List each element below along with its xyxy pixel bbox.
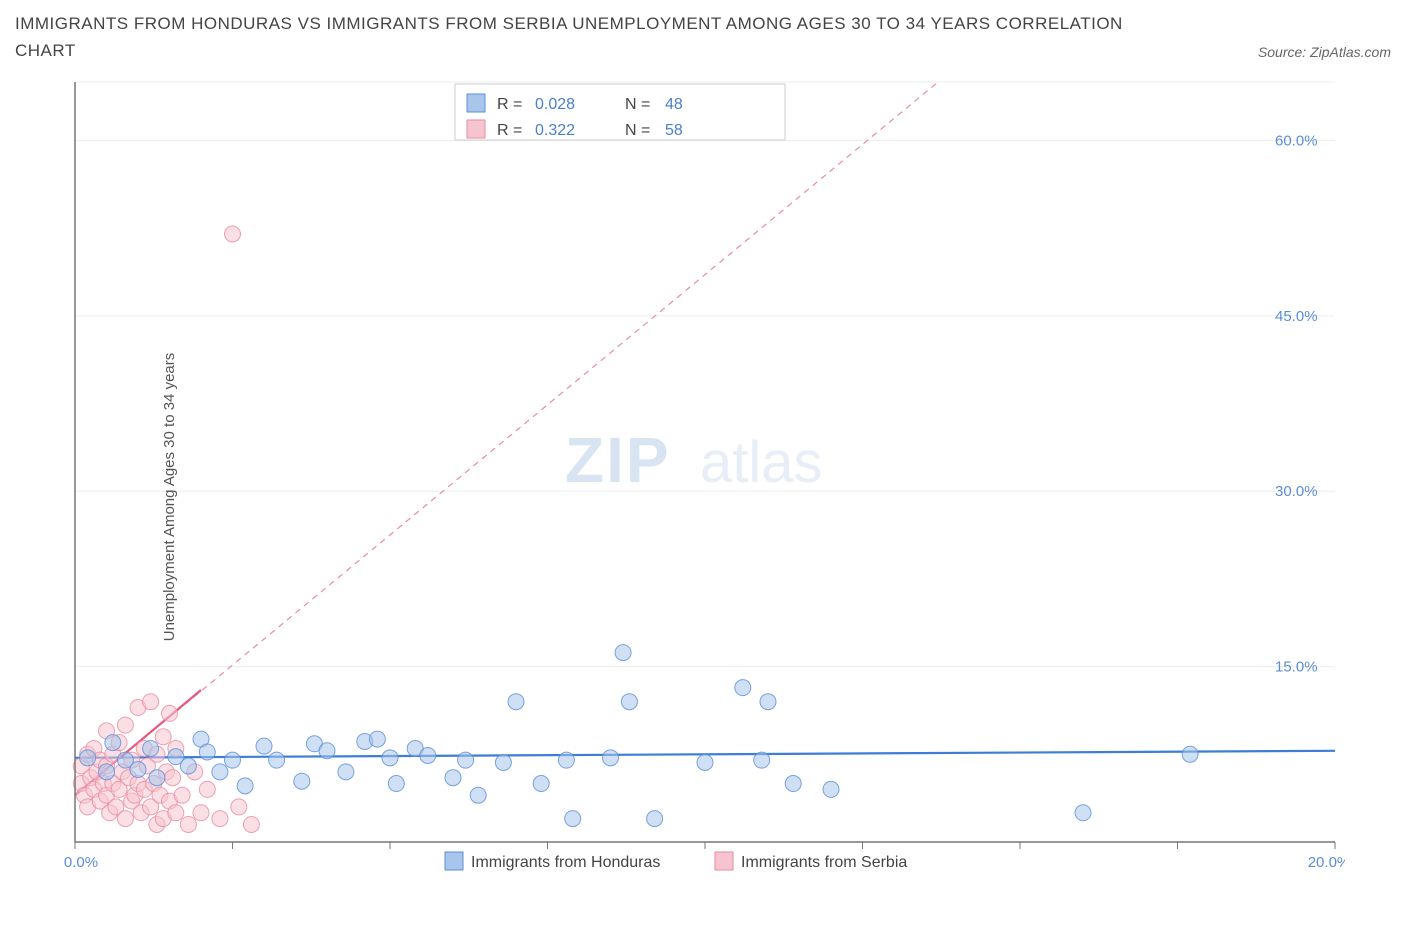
svg-text:30.0%: 30.0% bbox=[1275, 484, 1318, 501]
svg-text:15.0%: 15.0% bbox=[1275, 659, 1318, 676]
chart-container: Unemployment Among Ages 30 to 34 years 1… bbox=[15, 72, 1391, 922]
svg-text:Immigrants from Honduras: Immigrants from Honduras bbox=[471, 854, 660, 871]
svg-text:0.0%: 0.0% bbox=[64, 854, 98, 871]
svg-text:20.0%: 20.0% bbox=[1308, 854, 1345, 871]
svg-text:N =: N = bbox=[625, 96, 650, 113]
svg-text:48: 48 bbox=[665, 96, 683, 113]
scatter-chart: 15.0% 30.0% 45.0% 60.0% ZIP atlas 0.0% 20.0% R =… bbox=[15, 72, 1345, 922]
svg-text:Immigrants from Serbia: Immigrants from Serbia bbox=[741, 854, 907, 871]
svg-text:45.0%: 45.0% bbox=[1275, 308, 1318, 325]
svg-text:60.0%: 60.0% bbox=[1275, 133, 1318, 150]
svg-text:atlas: atlas bbox=[700, 430, 823, 495]
svg-text:0.028: 0.028 bbox=[535, 96, 575, 113]
svg-text:58: 58 bbox=[665, 122, 683, 139]
svg-text:R =: R = bbox=[497, 96, 522, 113]
svg-text:0.322: 0.322 bbox=[535, 122, 575, 139]
svg-text:N =: N = bbox=[625, 122, 650, 139]
chart-title: IMMIGRANTS FROM HONDURAS VS IMMIGRANTS F… bbox=[15, 10, 1135, 64]
svg-text:ZIP: ZIP bbox=[565, 424, 671, 496]
y-axis-label: Unemployment Among Ages 30 to 34 years bbox=[161, 353, 178, 642]
source-attribution: Source: ZipAtlas.com bbox=[1258, 44, 1391, 64]
svg-text:R =: R = bbox=[497, 122, 522, 139]
